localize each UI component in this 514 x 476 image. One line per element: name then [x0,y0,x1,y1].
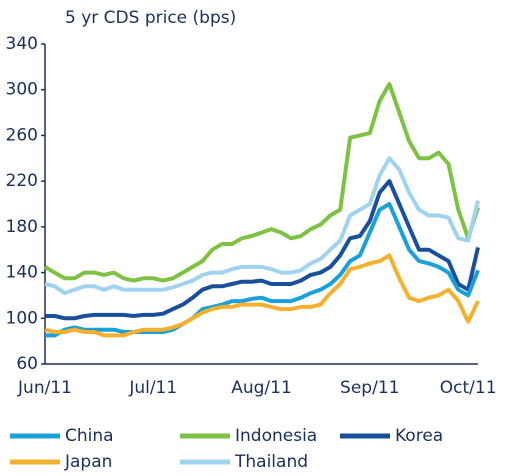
series-line [44,156,480,296]
x-tick-label: Jul/11 [128,378,177,398]
legend-label: China [65,426,114,446]
chart-title: 5 yr CDS price (bps) [65,8,236,28]
legend-label: Indonesia [235,426,317,446]
x-tick-label: Oct/11 [440,378,497,398]
y-tick-label: 340 [6,34,38,54]
y-tick-label: 300 [6,80,38,100]
y-tick-label: 260 [6,125,38,145]
y-tick-label: 100 [6,308,38,328]
legend-label: Korea [395,426,443,446]
legend-label: Japan [64,452,112,472]
series-line [44,253,480,338]
y-tick-label: 180 [6,217,38,237]
series-line [45,202,480,338]
x-tick-label: Jun/11 [17,378,72,398]
x-tick-label: Aug/11 [231,378,292,398]
y-tick-label: 60 [16,354,38,374]
y-tick-label: 220 [6,171,38,191]
y-tick-label: 140 [6,263,38,283]
legend-label: Thailand [234,452,308,472]
series-line [45,179,480,321]
series-line [43,82,480,283]
x-tick-label: Sep/11 [340,378,399,398]
